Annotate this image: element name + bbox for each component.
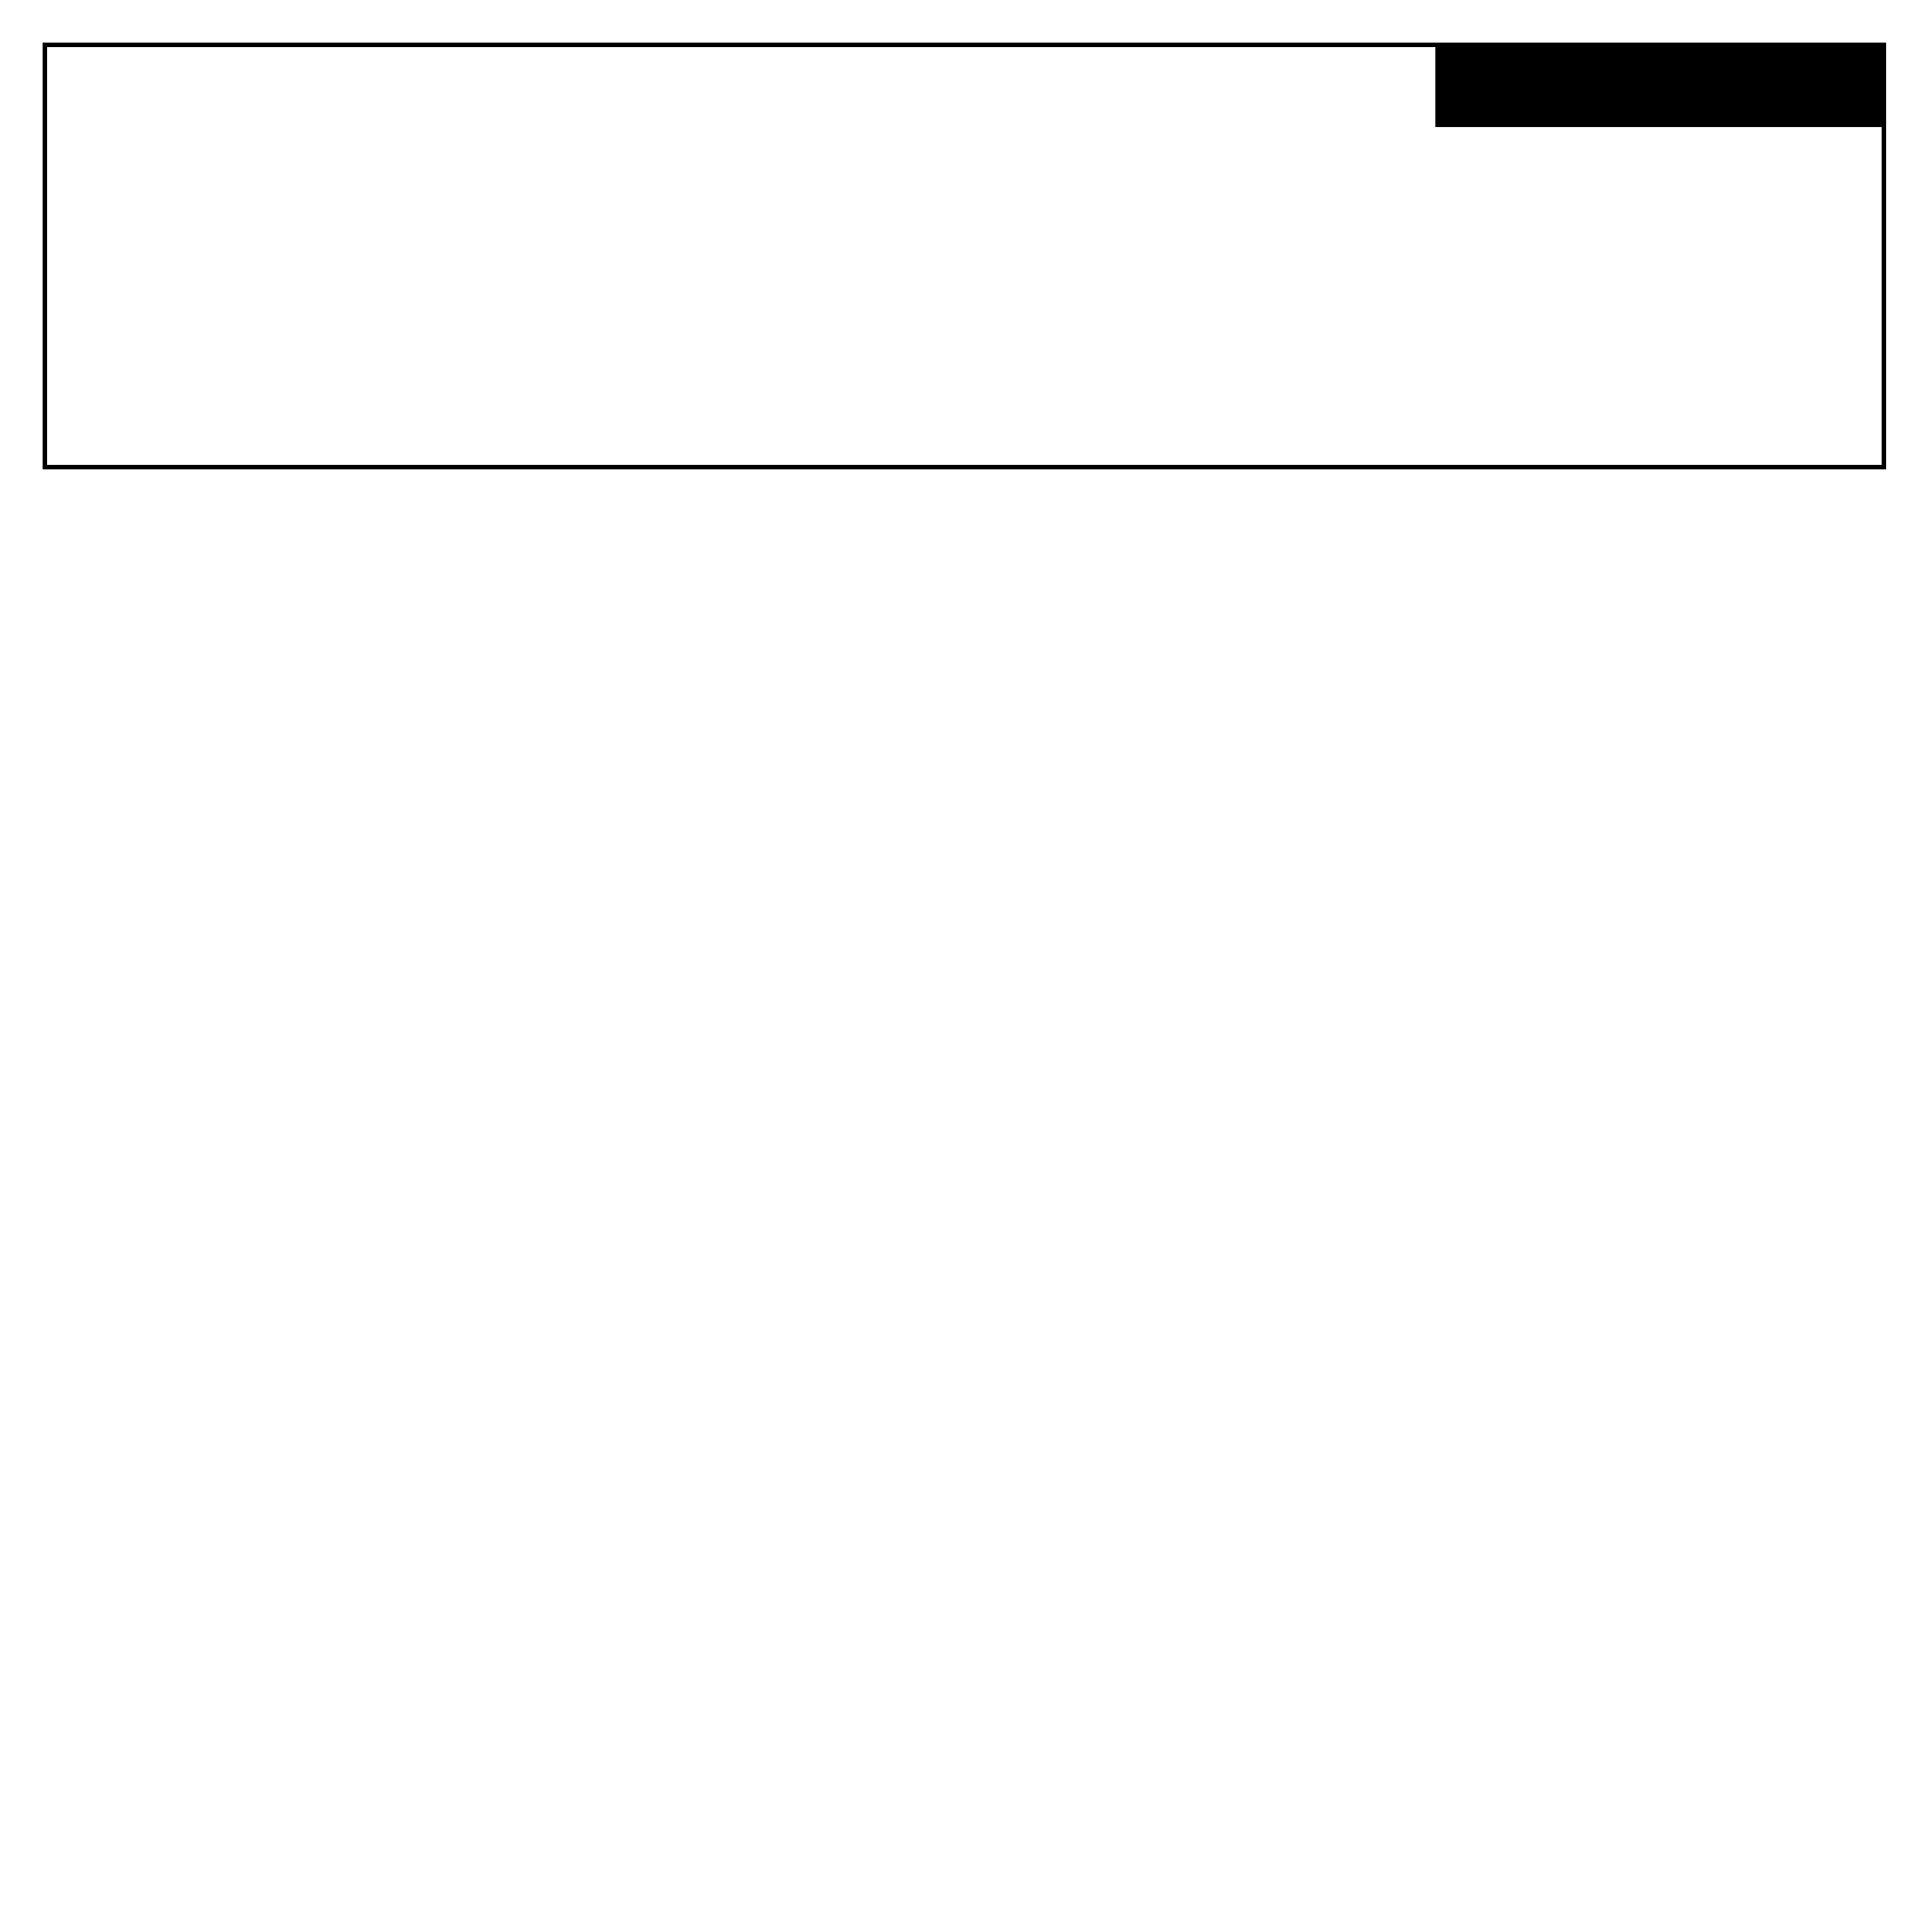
diagram-root — [0, 0, 1928, 1932]
control-title-bg — [1435, 46, 1882, 127]
background — [0, 0, 1928, 1932]
